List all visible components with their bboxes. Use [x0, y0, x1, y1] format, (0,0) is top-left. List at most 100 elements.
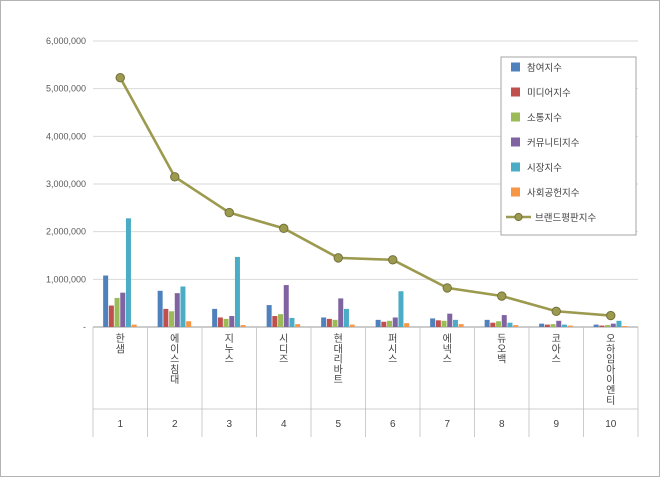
bar — [349, 324, 355, 327]
y-axis-tick-label: 5,000,000 — [46, 84, 86, 94]
rank-label: 1 — [117, 419, 123, 430]
bar — [550, 324, 556, 327]
bar — [125, 218, 131, 327]
line-marker — [442, 283, 452, 293]
legend-swatch — [511, 187, 520, 197]
bar — [458, 324, 464, 327]
rank-label: 6 — [390, 419, 396, 430]
bar — [447, 313, 453, 327]
bar — [392, 317, 398, 327]
bar — [169, 311, 175, 327]
line-marker — [551, 306, 561, 316]
bar — [180, 286, 186, 327]
legend-swatch — [511, 62, 520, 72]
bar — [289, 317, 295, 327]
y-axis-tick-label: 4,000,000 — [46, 131, 86, 141]
bar — [278, 314, 284, 327]
bar — [283, 285, 289, 327]
line-marker — [115, 73, 125, 83]
bar — [234, 256, 240, 327]
legend-item-3: 소통지수 — [511, 112, 562, 124]
bars-group — [103, 218, 628, 327]
y-axis-tick-label: 1,000,000 — [46, 274, 86, 284]
bar — [496, 321, 502, 327]
legend-item-6: 사회공헌지수 — [511, 187, 580, 199]
bar — [441, 320, 447, 327]
bar — [507, 322, 513, 327]
bar — [332, 319, 338, 327]
bar-series-3 — [114, 297, 611, 327]
bar — [217, 317, 223, 327]
legend-swatch — [511, 112, 520, 122]
bar — [539, 323, 545, 327]
legend-label: 미디어지수 — [527, 88, 571, 99]
legend-line-marker — [514, 212, 523, 222]
rank-label: 10 — [605, 419, 617, 430]
bar — [272, 316, 278, 327]
line-series — [115, 73, 616, 321]
bar — [430, 318, 436, 327]
bar — [398, 291, 404, 327]
bar — [567, 325, 573, 327]
bar — [387, 320, 393, 327]
bar-series-2 — [108, 305, 605, 327]
rank-label: 7 — [444, 419, 450, 430]
y-axis-tick-label: 2,000,000 — [46, 227, 86, 237]
bar — [321, 317, 327, 327]
bar — [561, 324, 567, 327]
bar — [326, 318, 332, 327]
bar — [212, 308, 218, 327]
bar — [381, 321, 387, 327]
bar — [375, 319, 381, 327]
legend-swatch — [511, 162, 520, 172]
bar — [544, 324, 550, 327]
bar — [404, 323, 410, 327]
bar — [131, 324, 137, 327]
bar — [120, 292, 126, 327]
bar-series-6 — [131, 321, 628, 327]
legend-label: 브랜드평판지수 — [535, 213, 596, 224]
line-marker — [388, 255, 398, 265]
bar — [266, 305, 272, 327]
bar — [103, 275, 109, 327]
bar — [338, 298, 344, 327]
line-marker — [606, 310, 616, 321]
bar — [616, 320, 622, 327]
rank-label: 9 — [553, 419, 559, 430]
bar — [229, 316, 235, 327]
legend-item-7: 브랜드평판지수 — [506, 212, 596, 224]
line-marker — [497, 291, 507, 301]
x-axis-grid — [92, 327, 639, 437]
rank-label: 4 — [281, 419, 287, 430]
legend-box — [500, 56, 637, 236]
bar — [513, 325, 519, 327]
bar — [610, 323, 616, 327]
rank-label: 2 — [172, 419, 178, 430]
line-marker — [333, 253, 343, 263]
y-axis-tick-label: - — [83, 322, 86, 332]
rank-labels: 1 2 3 4 5 6 7 8 9 10 — [117, 419, 616, 430]
line-marker — [170, 172, 180, 182]
category-labels: 한 샘 에 이 스 침 대 지 누 스 시 디 즈 현 대 리 바 트 퍼 시 스 에 넥 스 듀 오 백 코 아 스 오 하 임 아 이 엔 티 — [116, 333, 616, 407]
bar — [295, 324, 301, 327]
legend-item-2: 미디어지수 — [511, 87, 571, 99]
bar — [435, 320, 441, 327]
rank-label: 3 — [226, 419, 232, 430]
bar — [599, 325, 605, 327]
bar — [157, 290, 163, 327]
legend-item-4: 커뮤니티지수 — [511, 137, 580, 149]
bar — [501, 315, 507, 327]
legend-label: 커뮤니티지수 — [527, 138, 580, 149]
